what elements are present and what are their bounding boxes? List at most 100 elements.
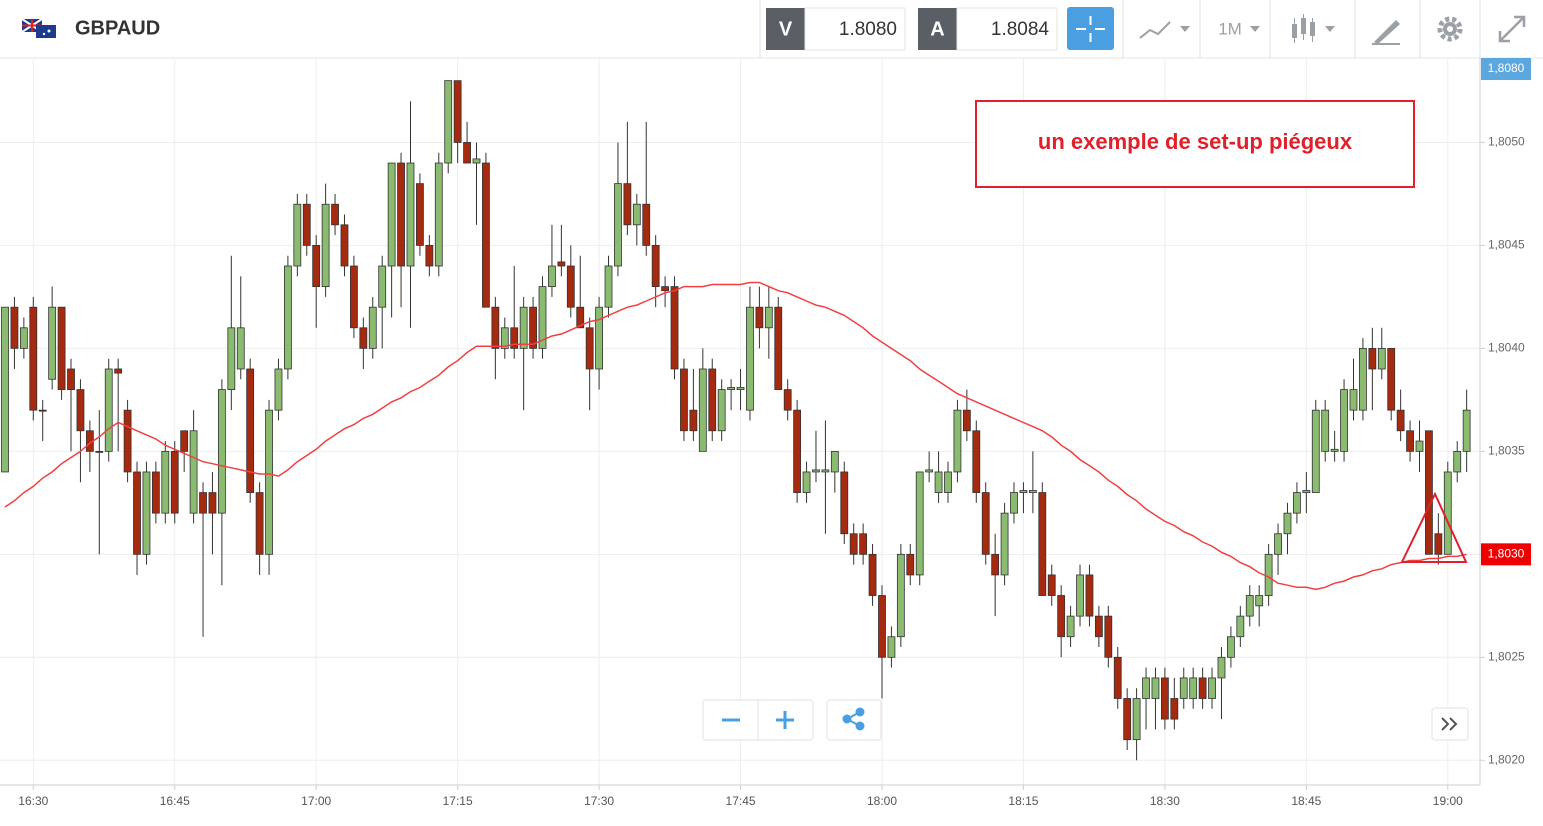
candle-body xyxy=(1330,448,1339,452)
candle-body xyxy=(57,306,66,390)
candle-body xyxy=(463,142,471,164)
candle-body xyxy=(161,450,170,514)
candle-body xyxy=(566,265,575,308)
candle-body xyxy=(350,265,358,329)
candle-body xyxy=(387,162,396,267)
x-tick-label: 17:30 xyxy=(584,794,614,808)
candle-body xyxy=(1113,656,1122,699)
candle-body xyxy=(736,387,745,390)
y-tick-label: 1,8035 xyxy=(1488,444,1525,458)
candle-body xyxy=(425,245,434,267)
share-button[interactable] xyxy=(826,699,882,741)
settings-button[interactable] xyxy=(1437,16,1463,42)
candle-body xyxy=(265,409,273,555)
x-tick-label: 18:45 xyxy=(1291,794,1321,808)
candle-body xyxy=(614,183,622,267)
fullscreen-button[interactable] xyxy=(1498,15,1526,43)
candle-body xyxy=(114,368,123,374)
draw-button[interactable] xyxy=(1372,20,1400,45)
candle-body xyxy=(1359,347,1367,411)
candle-body xyxy=(1170,698,1179,720)
candle-body xyxy=(1094,615,1103,638)
candle-body xyxy=(632,203,641,226)
candle-style-button[interactable] xyxy=(1292,14,1335,43)
warning-triangle xyxy=(1400,491,1468,563)
candle-body xyxy=(519,306,528,349)
price-badge xyxy=(1481,58,1531,80)
candle-body xyxy=(746,306,754,411)
candle-body xyxy=(642,203,651,246)
candle-body xyxy=(170,450,179,514)
candle-body xyxy=(331,203,339,226)
candle-body xyxy=(1076,574,1084,617)
candle-body xyxy=(689,409,698,432)
candle-body xyxy=(246,368,255,493)
candle-body xyxy=(1000,512,1009,576)
x-tick-label: 17:00 xyxy=(301,794,331,808)
y-tick-label: 1,8025 xyxy=(1488,649,1525,663)
timeframe[interactable]: 1M xyxy=(1218,19,1242,38)
scroll-end-button[interactable] xyxy=(1431,707,1469,741)
candle-body xyxy=(397,162,405,267)
y-tick-label: 1,8040 xyxy=(1488,341,1525,355)
candle-body xyxy=(972,430,981,493)
candle-body xyxy=(783,389,792,411)
candle-body xyxy=(1057,595,1066,638)
zoom-controls xyxy=(702,699,1469,741)
candle-body xyxy=(283,265,292,370)
candle-body xyxy=(208,492,217,514)
candle-body xyxy=(821,469,830,473)
candle-body xyxy=(19,327,28,349)
candle-body xyxy=(293,203,302,267)
x-tick-label: 16:45 xyxy=(160,794,190,808)
timeframe-caret xyxy=(1250,26,1260,32)
candle-body xyxy=(500,327,509,349)
moving-average xyxy=(4,281,1467,591)
candle-body xyxy=(444,80,453,164)
candle-body xyxy=(793,409,802,493)
bid-button[interactable] xyxy=(766,8,805,50)
ask-button[interactable] xyxy=(918,8,957,50)
candle-body xyxy=(48,306,57,380)
candle-body xyxy=(1368,347,1377,370)
candle-body xyxy=(670,286,679,370)
candle-body xyxy=(1151,677,1160,699)
candle-body xyxy=(491,306,500,349)
candle-body xyxy=(76,389,85,432)
candle-body xyxy=(680,368,688,432)
candle-body xyxy=(1066,615,1075,638)
candle-body xyxy=(774,306,783,390)
scroll-end-icon xyxy=(1441,717,1458,731)
candle-body xyxy=(38,409,47,412)
x-tick-label: 17:45 xyxy=(726,794,756,808)
candle-body xyxy=(406,162,415,267)
zoom-in-button[interactable] xyxy=(776,711,794,729)
candle-body xyxy=(868,553,877,596)
candle-body xyxy=(189,430,198,514)
candle-body xyxy=(1104,615,1113,658)
candle-body xyxy=(887,636,896,658)
candle-body xyxy=(1293,492,1301,514)
candle-body xyxy=(340,224,349,267)
candle-body xyxy=(378,265,387,308)
candle-body xyxy=(1227,636,1235,658)
ask-price: 1.8084 xyxy=(991,19,1050,40)
candle-body xyxy=(981,492,990,555)
x-tick-label: 17:15 xyxy=(443,794,473,808)
candle-body xyxy=(368,306,377,349)
candle-body xyxy=(802,471,811,493)
candle-body xyxy=(1453,450,1462,473)
annotation-box xyxy=(975,100,1415,188)
crosshair-button[interactable] xyxy=(1067,7,1114,50)
x-tick-label: 18:00 xyxy=(867,794,897,808)
candle-body xyxy=(1198,677,1207,699)
candle-body xyxy=(1,306,9,473)
candle-body xyxy=(878,595,886,658)
bid-price: 1.8080 xyxy=(839,19,897,40)
candle-body xyxy=(708,368,717,432)
candle-body xyxy=(661,286,669,292)
candle-body xyxy=(557,261,566,267)
chart-type-button[interactable] xyxy=(1139,21,1190,39)
candle-body xyxy=(482,162,490,308)
candle-body xyxy=(1160,677,1169,720)
